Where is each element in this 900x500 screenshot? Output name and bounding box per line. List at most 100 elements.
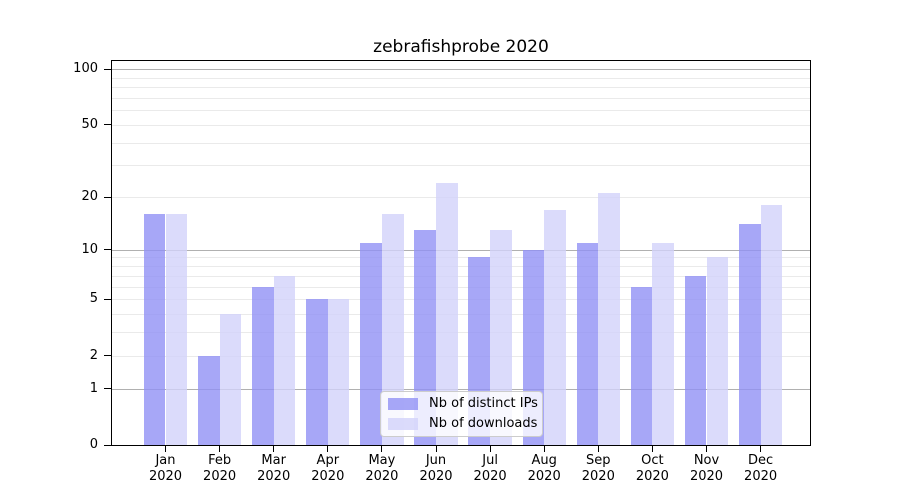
- y-tick-label-100: 100: [73, 61, 98, 77]
- x-tick-apr: [327, 446, 329, 452]
- x-tick-label-month: Mar: [261, 453, 286, 468]
- x-tick-aug: [543, 446, 545, 452]
- x-tick-label-month: Feb: [208, 453, 232, 468]
- x-tick-label-year: 2020: [257, 469, 291, 484]
- x-tick-label-year: 2020: [527, 469, 561, 484]
- x-tick-label-year: 2020: [473, 469, 507, 484]
- gridline-minor-50: [112, 124, 810, 126]
- x-tick-label-sep: Sep 2020: [568, 453, 628, 485]
- x-tick-label-mar: Mar 2020: [244, 453, 304, 485]
- legend-item-downloads: Nb of downloads: [388, 416, 538, 432]
- x-tick-label-year: 2020: [419, 469, 453, 484]
- x-tick-label-aug: Aug 2020: [514, 453, 574, 485]
- x-tick-label-jul: Jul 2020: [460, 453, 520, 485]
- bar-distinct-ips-oct: [630, 286, 653, 445]
- bar-distinct-ips-nov: [684, 275, 707, 445]
- bar-downloads-feb: [219, 313, 242, 445]
- legend-label-distinct-ips: Nb of distinct IPs: [429, 396, 538, 411]
- legend: Nb of distinct IPs Nb of downloads: [380, 391, 543, 437]
- plot-area: [111, 60, 811, 446]
- gridline-minor-40: [112, 142, 810, 144]
- x-tick-label-month: Jan: [155, 453, 176, 468]
- x-tick-jun: [435, 446, 437, 452]
- x-tick-label-year: 2020: [365, 469, 399, 484]
- bar-distinct-ips-jan: [143, 214, 166, 445]
- gridline-major-100: [112, 69, 810, 71]
- chart-title: zebrafishprobe 2020: [373, 37, 549, 57]
- y-tick-5: [104, 298, 112, 300]
- y-tick-1: [104, 388, 112, 389]
- y-tick-10: [104, 249, 112, 251]
- x-tick-label-year: 2020: [635, 469, 669, 484]
- x-tick-label-month: Jul: [482, 453, 498, 468]
- bar-distinct-ips-sep: [576, 242, 599, 445]
- x-tick-label-year: 2020: [744, 469, 778, 484]
- bar-distinct-ips-apr: [306, 299, 328, 445]
- gridline-major-1: [112, 388, 810, 390]
- y-tick-label-50: 50: [81, 116, 98, 132]
- x-tick-label-month: Jun: [425, 453, 447, 468]
- x-tick-label-month: Oct: [641, 453, 664, 468]
- x-tick-label-apr: Apr 2020: [298, 453, 358, 485]
- x-tick-may: [381, 446, 383, 452]
- y-tick-0: [104, 444, 112, 446]
- bar-downloads-may: [381, 214, 404, 445]
- bar-distinct-ips-mar: [252, 286, 274, 445]
- x-tick-jan: [165, 446, 166, 452]
- bar-downloads-apr: [327, 299, 350, 445]
- x-tick-nov: [706, 446, 707, 452]
- x-tick-jul: [489, 446, 491, 452]
- gridline-minor-7: [112, 275, 810, 277]
- y-tick-label-1: 1: [89, 380, 98, 396]
- bar-distinct-ips-may: [360, 242, 382, 445]
- bar-downloads-jan: [165, 214, 188, 445]
- bar-downloads-mar: [273, 275, 296, 445]
- gridline-minor-8: [112, 266, 810, 267]
- gridline-minor-4: [112, 313, 810, 315]
- y-tick-2: [104, 355, 112, 356]
- x-tick-label-year: 2020: [203, 469, 237, 484]
- legend-swatch-downloads-icon: [388, 418, 418, 430]
- gridline-minor-9: [112, 257, 810, 259]
- legend-swatch-distinct-ips-icon: [388, 398, 418, 410]
- y-tick-label-10: 10: [81, 241, 98, 257]
- y-tick-20: [104, 196, 112, 198]
- y-tick-label-20: 20: [81, 189, 98, 204]
- x-tick-label-dec: Dec 2020: [731, 453, 791, 485]
- gridline-minor-3: [112, 332, 810, 334]
- x-tick-label-year: 2020: [689, 469, 724, 484]
- x-tick-label-nov: Nov 2020: [677, 453, 737, 485]
- y-tick-50: [104, 124, 112, 126]
- bar-downloads-aug: [544, 209, 566, 445]
- x-tick-feb: [219, 446, 221, 452]
- gridline-minor-6: [112, 286, 810, 288]
- y-tick-100: [104, 68, 112, 70]
- bar-distinct-ips-feb: [197, 355, 220, 445]
- gridline-minor-2: [112, 355, 810, 357]
- y-tick-label-2: 2: [89, 347, 98, 363]
- gridline-minor-80: [112, 87, 810, 88]
- bar-downloads-sep: [598, 193, 620, 445]
- x-tick-label-month: Apr: [316, 453, 340, 468]
- y-tick-label-0: 0: [89, 437, 98, 452]
- x-tick-label-month: Sep: [586, 453, 611, 468]
- x-tick-label-year: 2020: [581, 469, 615, 484]
- gridline-minor-30: [112, 165, 810, 167]
- x-tick-label-oct: Oct 2020: [622, 453, 682, 485]
- x-tick-oct: [651, 446, 653, 452]
- gridline-minor-20: [112, 197, 810, 198]
- bar-downloads-dec: [760, 205, 783, 445]
- bar-downloads-nov: [706, 257, 729, 445]
- gridline-minor-60: [112, 110, 810, 112]
- legend-label-downloads: Nb of downloads: [429, 416, 538, 431]
- x-tick-label-jun: Jun 2020: [406, 453, 466, 485]
- x-tick-label-year: 2020: [311, 469, 345, 484]
- gridline-minor-70: [112, 97, 810, 99]
- bar-downloads-jun: [436, 182, 458, 445]
- x-tick-label-month: Aug: [531, 453, 557, 468]
- bar-downloads-oct: [652, 242, 675, 445]
- x-tick-label-month: Nov: [693, 453, 720, 468]
- gridline-minor-90: [112, 77, 810, 79]
- x-tick-label-feb: Feb 2020: [190, 453, 250, 485]
